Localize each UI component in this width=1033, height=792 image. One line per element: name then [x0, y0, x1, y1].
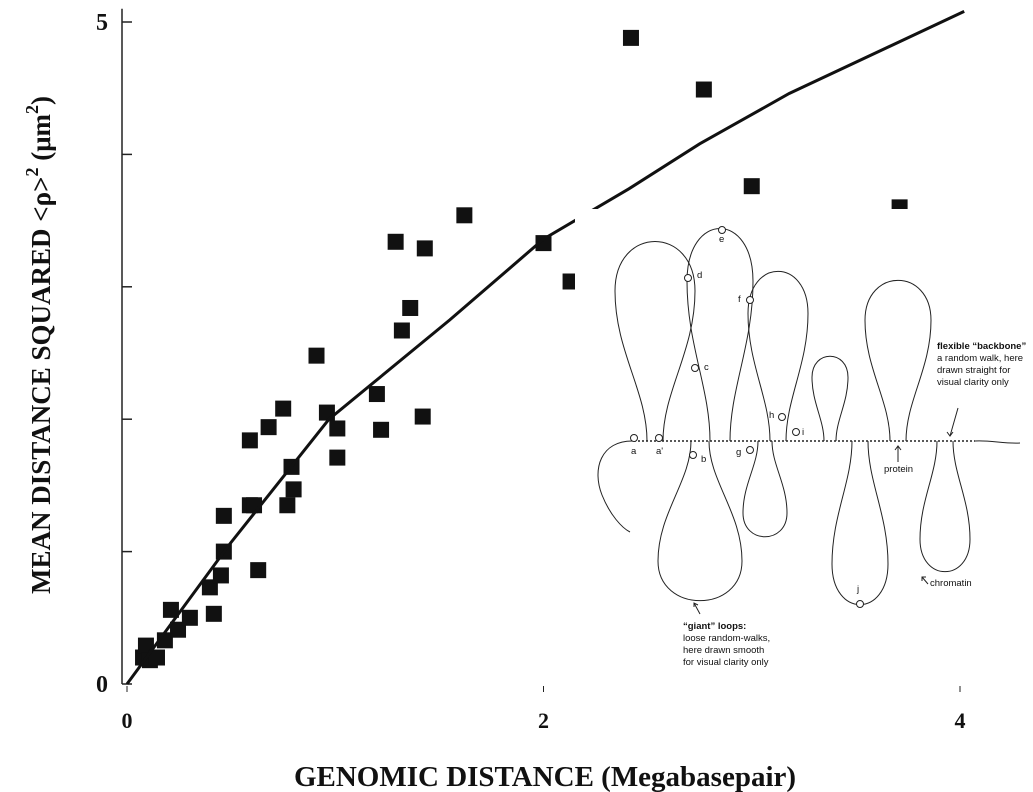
- contact-label: c: [704, 362, 709, 373]
- y-axis-label-part: MEAN DISTANCE SQUARED <ρ>: [26, 177, 56, 595]
- y-axis-label-part: (μm: [26, 113, 56, 167]
- chromatin-loop: [919, 440, 971, 573]
- chromatin-label: chromatin: [930, 578, 972, 589]
- y-tick-label: 0: [96, 672, 108, 698]
- contact-point: [684, 274, 692, 282]
- data-point: [275, 400, 292, 417]
- backbone-note: visual clarity only: [937, 377, 1009, 388]
- chromatin-loop: [811, 355, 849, 442]
- giant-loops-title: “giant” loops:: [683, 621, 746, 632]
- arrow: [693, 602, 701, 615]
- contact-label: d: [697, 270, 702, 281]
- contact-point: [856, 600, 864, 608]
- contact-label: f: [738, 294, 741, 305]
- data-point: [250, 562, 267, 579]
- contact-point: [691, 364, 699, 372]
- y-axis-label-part: ): [26, 96, 56, 105]
- data-point: [241, 432, 258, 449]
- y-axis-label-part: 2: [22, 168, 42, 177]
- giant-loops-note: for visual clarity only: [683, 657, 769, 668]
- inset-background: [575, 209, 1033, 681]
- x-tick-label: 0: [122, 708, 133, 733]
- contact-label: a': [656, 446, 663, 457]
- contact-point: [655, 434, 663, 442]
- contact-label: j: [856, 584, 859, 595]
- contact-label: e: [719, 234, 724, 245]
- data-point: [329, 420, 346, 437]
- y-axis-label: MEAN DISTANCE SQUARED <ρ>2 (μm2): [22, 96, 56, 594]
- x-axis-label: GENOMIC DISTANCE (Megabasepair): [294, 761, 796, 792]
- chromatin-loop: [747, 270, 809, 442]
- y-tick-label: 5: [96, 10, 108, 36]
- data-point: [212, 567, 229, 584]
- contact-point: [778, 413, 786, 421]
- arrow: [946, 407, 959, 437]
- chromatin-loop: [657, 440, 743, 602]
- fit-line: [125, 10, 965, 685]
- plot: 0 5 0 2 4 GENOMIC DISTANCE (Megabasepair) MEAN…: [22, 8, 966, 792]
- contact-point: [689, 451, 697, 459]
- arrow: [894, 445, 902, 462]
- giant-loops-note: here drawn smooth: [683, 645, 764, 656]
- contact-point: [746, 446, 754, 454]
- chromatin-loop: [742, 440, 788, 538]
- backbone-title: flexible “backbone”: [937, 341, 1026, 352]
- data-point: [373, 421, 390, 438]
- data-point: [695, 81, 712, 98]
- data-point: [456, 207, 473, 224]
- arrow: [921, 576, 929, 585]
- data-point: [148, 649, 165, 666]
- backbone-tail: [974, 440, 1021, 444]
- data-point: [279, 497, 296, 514]
- data-point: [387, 233, 404, 250]
- data-point: [414, 408, 431, 425]
- data-point: [535, 235, 552, 252]
- contact-label: a: [631, 446, 637, 457]
- chromatin-loop: [864, 279, 932, 442]
- data-point: [162, 601, 179, 618]
- data-point: [402, 299, 419, 316]
- data-point: [205, 605, 222, 622]
- data-point: [622, 29, 639, 46]
- data-point: [308, 347, 325, 364]
- chromatin-tail: [597, 440, 635, 533]
- contact-point: [746, 296, 754, 304]
- contact-label: i: [802, 427, 804, 438]
- contact-label: b: [701, 454, 706, 465]
- contact-label: h: [769, 410, 774, 421]
- x-tick-label: 4: [955, 708, 966, 733]
- protein-label: protein: [884, 464, 913, 475]
- data-point: [260, 419, 277, 436]
- data-point: [743, 178, 760, 195]
- inset-diagram: a a' b c d e f g h i j protein chromatin flexible “ba…: [597, 226, 1026, 668]
- y-axis-label-part: 2: [22, 105, 42, 114]
- data-point: [285, 481, 302, 498]
- x-tick-label: 2: [538, 708, 549, 733]
- data-point: [393, 322, 410, 339]
- data-point: [181, 609, 198, 626]
- data-point: [562, 273, 579, 290]
- data-point: [215, 507, 232, 524]
- contact-point: [792, 428, 800, 436]
- contact-label: g: [736, 447, 741, 458]
- contact-point: [630, 434, 638, 442]
- data-point: [416, 240, 433, 257]
- data-point: [368, 386, 385, 403]
- giant-loops-note: loose random-walks,: [683, 633, 770, 644]
- contact-point: [718, 226, 726, 234]
- backbone-note: drawn straight for: [937, 365, 1010, 376]
- backbone-note: a random walk, here: [937, 353, 1023, 364]
- chromatin-loop: [614, 241, 696, 442]
- data-point: [329, 449, 346, 466]
